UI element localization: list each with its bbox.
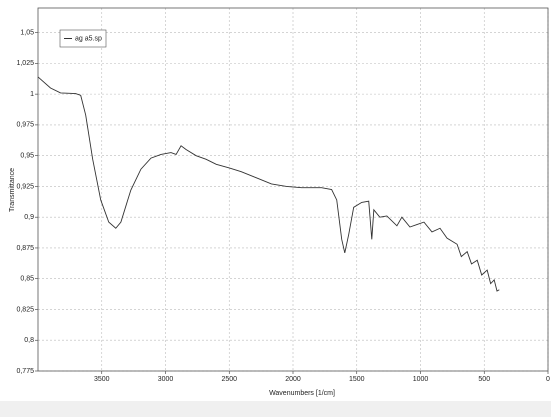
- y-tick-label: 0,775: [16, 368, 34, 375]
- y-tick-label: 1,05: [20, 29, 34, 36]
- x-tick-label: 2000: [285, 376, 301, 383]
- y-tick-label: 0,8: [24, 337, 34, 344]
- y-tick-label: 0,925: [16, 183, 34, 190]
- x-tick-label: 1500: [349, 376, 365, 383]
- spectrum-line: [37, 76, 500, 292]
- plot-frame: [37, 7, 549, 372]
- legend-box: [59, 29, 107, 48]
- x-tick-label: 2500: [221, 376, 237, 383]
- legend-label: ag a5.sp: [75, 35, 102, 42]
- status-band: [0, 401, 551, 417]
- y-axis-label: Transmittance: [9, 168, 16, 212]
- y-tick-label: 0,975: [16, 122, 34, 129]
- x-axis-label: Wavenumbers [1/cm]: [269, 390, 335, 397]
- x-tick-label: 3000: [158, 376, 174, 383]
- y-tick-label: 1: [30, 91, 34, 98]
- y-tick-label: 0,85: [20, 276, 34, 283]
- y-tick-label: 1,025: [16, 60, 34, 67]
- x-tick-label: 1000: [413, 376, 429, 383]
- y-tick-label: 0,95: [20, 153, 34, 160]
- y-tick-label: 0,825: [16, 306, 34, 313]
- x-tick-label: 3500: [94, 376, 110, 383]
- y-tick-label: 0,875: [16, 245, 34, 252]
- x-tick-label: 500: [478, 376, 490, 383]
- x-tick-label: 0: [546, 376, 550, 383]
- y-tick-label: 0,9: [24, 214, 34, 221]
